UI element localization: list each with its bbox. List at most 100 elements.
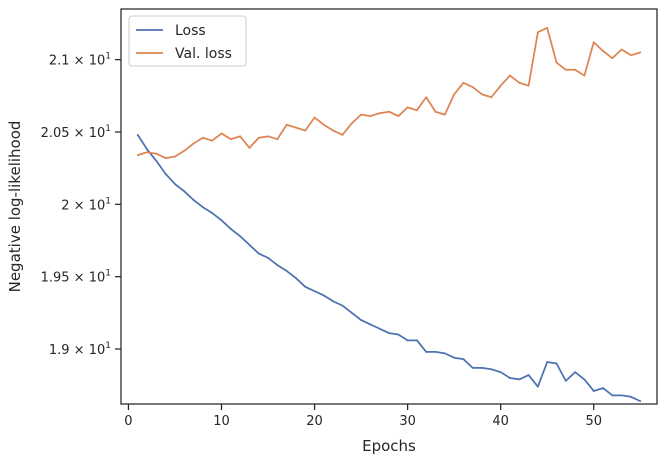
data-point bbox=[295, 126, 297, 129]
data-point bbox=[443, 352, 446, 355]
data-point bbox=[174, 155, 176, 158]
data-point bbox=[471, 86, 474, 89]
y-tick-times: × bbox=[70, 271, 89, 286]
legend-label-loss: Loss bbox=[175, 23, 206, 39]
data-point bbox=[602, 50, 604, 52]
data-point bbox=[527, 84, 530, 87]
data-point bbox=[229, 138, 232, 141]
data-point bbox=[304, 285, 307, 288]
y-tick-exponent: 1 bbox=[105, 52, 111, 62]
data-point bbox=[332, 300, 335, 303]
y-tick-exponent: 1 bbox=[105, 269, 111, 279]
data-point bbox=[388, 332, 390, 335]
data-point bbox=[453, 356, 456, 359]
data-point bbox=[397, 333, 400, 336]
data-point bbox=[378, 327, 381, 330]
data-point bbox=[369, 115, 372, 117]
data-point bbox=[285, 123, 288, 126]
data-point bbox=[211, 212, 214, 214]
data-point bbox=[267, 135, 269, 138]
data-point bbox=[462, 81, 465, 84]
data-point bbox=[555, 362, 558, 365]
plot-area-frame bbox=[120, 8, 658, 405]
data-point bbox=[518, 378, 521, 381]
data-point bbox=[509, 74, 511, 77]
data-point bbox=[332, 129, 335, 132]
data-point bbox=[620, 48, 623, 51]
series-1 bbox=[136, 26, 642, 159]
data-point bbox=[313, 116, 316, 119]
data-point bbox=[574, 68, 577, 71]
data-point bbox=[406, 106, 409, 109]
data-point bbox=[239, 235, 242, 238]
data-point bbox=[443, 113, 446, 116]
y-tick-mantissa: 2.05 bbox=[41, 126, 70, 141]
data-point bbox=[592, 41, 595, 44]
data-point bbox=[341, 133, 344, 136]
data-point bbox=[229, 228, 232, 230]
data-point bbox=[639, 400, 642, 403]
data-point bbox=[155, 152, 158, 155]
data-point bbox=[146, 151, 148, 154]
data-point bbox=[257, 252, 260, 255]
series-line bbox=[137, 134, 641, 402]
data-point bbox=[276, 264, 279, 266]
data-point bbox=[536, 385, 539, 388]
data-point bbox=[536, 31, 539, 34]
y-tick-base: 10 bbox=[89, 126, 106, 141]
y-tick-exponent: 1 bbox=[105, 341, 111, 351]
data-point bbox=[220, 219, 223, 222]
y-tick-times: × bbox=[70, 54, 89, 69]
data-point bbox=[211, 139, 214, 142]
data-point bbox=[136, 133, 139, 136]
data-point bbox=[192, 142, 195, 145]
data-point bbox=[285, 269, 288, 272]
y-tick-mantissa: 1.9 bbox=[49, 343, 70, 358]
data-point bbox=[527, 374, 530, 376]
data-point bbox=[481, 366, 483, 369]
data-point bbox=[555, 61, 558, 64]
data-point bbox=[369, 323, 372, 326]
data-point bbox=[257, 136, 260, 139]
data-point bbox=[518, 81, 521, 84]
data-point bbox=[416, 109, 418, 112]
x-tick-label: 40 bbox=[492, 414, 509, 429]
data-point bbox=[546, 26, 549, 29]
data-point bbox=[490, 96, 493, 99]
series-layer bbox=[136, 26, 642, 403]
y-tick-label: 2.1 × 101 bbox=[49, 52, 111, 69]
data-point bbox=[592, 390, 595, 392]
data-point bbox=[546, 361, 549, 363]
y-tick-mantissa: 1.95 bbox=[41, 271, 70, 286]
data-point bbox=[639, 51, 642, 54]
y-tick-exponent: 1 bbox=[105, 124, 111, 134]
data-point bbox=[620, 394, 623, 397]
data-point bbox=[602, 387, 604, 389]
series-0 bbox=[136, 133, 642, 403]
y-axis-label: Negative log-likelihood bbox=[6, 121, 24, 293]
data-point bbox=[295, 277, 297, 280]
y-tick-label: 1.9 × 101 bbox=[49, 341, 111, 358]
y-tick-base: 10 bbox=[89, 343, 106, 358]
y-tick-base: 10 bbox=[89, 198, 106, 213]
x-tick-label: 20 bbox=[306, 414, 323, 429]
legend: Loss Val. loss bbox=[128, 15, 247, 67]
data-point bbox=[471, 366, 474, 369]
data-point bbox=[220, 132, 223, 135]
data-point bbox=[611, 394, 614, 397]
data-point bbox=[304, 129, 307, 132]
data-point bbox=[481, 93, 483, 96]
data-point bbox=[499, 84, 502, 87]
y-tick-mantissa: 2.1 bbox=[49, 54, 70, 69]
data-point bbox=[583, 378, 586, 381]
data-point bbox=[499, 371, 502, 374]
data-point bbox=[425, 351, 428, 353]
data-point bbox=[611, 57, 614, 60]
data-point bbox=[174, 183, 176, 185]
data-point bbox=[509, 377, 511, 379]
data-point bbox=[146, 148, 148, 151]
data-point bbox=[183, 149, 186, 152]
data-point bbox=[192, 199, 195, 201]
